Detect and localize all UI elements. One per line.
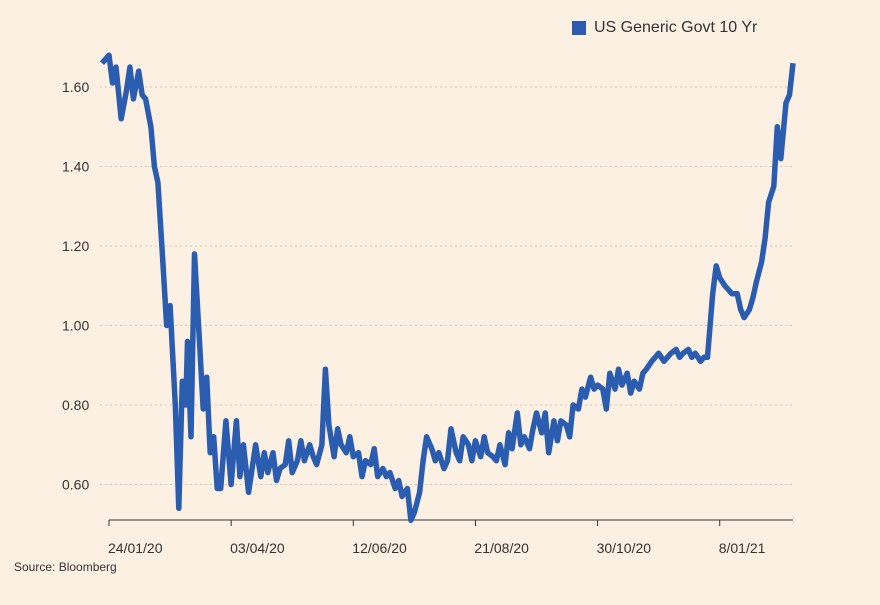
- gridlines: [100, 86, 793, 485]
- y-tick-label: 1.20: [62, 238, 89, 254]
- series-line: [99, 52, 796, 524]
- x-tick-label: 24/01/20: [108, 540, 163, 556]
- y-tick-label: 1.40: [62, 159, 89, 175]
- x-tick-label: 30/10/20: [597, 540, 652, 556]
- x-tick-label: 21/08/20: [474, 540, 529, 556]
- source-note: Source: Bloomberg: [14, 560, 117, 574]
- legend-swatch: [572, 21, 586, 35]
- x-tick-label: 03/04/20: [230, 540, 285, 556]
- y-axis-ticks: 0.60 0.80 1.00 1.20 1.40 1.60: [62, 79, 89, 493]
- series-layer: [99, 52, 796, 524]
- legend: US Generic Govt 10 Yr: [572, 19, 757, 37]
- y-tick-label: 1.00: [62, 318, 89, 334]
- legend-label: US Generic Govt 10 Yr: [594, 19, 758, 36]
- y-tick-label: 0.80: [62, 397, 89, 413]
- x-tick-label: 8/01/21: [719, 540, 766, 556]
- y-tick-label: 0.60: [62, 477, 89, 493]
- x-axis: 24/01/20 03/04/20 12/06/20 21/08/20 30/10/20…: [108, 519, 793, 556]
- x-tick-label: 12/06/20: [352, 540, 407, 556]
- y-tick-label: 1.60: [62, 79, 89, 95]
